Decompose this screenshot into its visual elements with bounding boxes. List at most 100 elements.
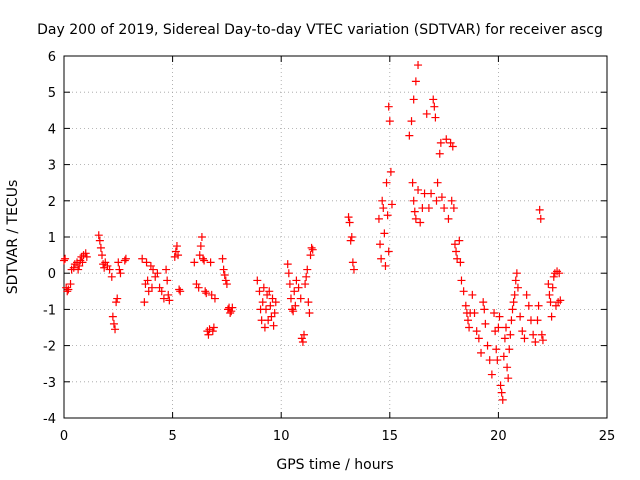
data-point: [174, 251, 183, 260]
axis-ticks: [63, 55, 608, 419]
data-point: [175, 285, 184, 294]
data-point: [547, 312, 556, 321]
data-point: [386, 167, 395, 176]
data-point: [162, 265, 171, 274]
data-point: [165, 296, 174, 305]
x-tick-label: 15: [382, 429, 399, 444]
data-point: [159, 294, 168, 303]
data-point: [452, 247, 461, 256]
data-point: [408, 178, 417, 187]
data-point: [479, 298, 488, 307]
data-point: [105, 265, 114, 274]
data-point: [202, 289, 211, 298]
data-point: [376, 240, 385, 249]
y-tick-label: 5: [48, 86, 56, 101]
data-point: [513, 283, 522, 292]
data-point: [463, 316, 472, 325]
data-point: [556, 296, 565, 305]
data-point: [447, 196, 456, 205]
data-point: [544, 280, 553, 289]
data-point: [505, 345, 514, 354]
data-point: [98, 251, 107, 260]
data-point: [344, 213, 353, 222]
x-tick-label: 5: [168, 429, 176, 444]
data-point: [538, 336, 547, 345]
data-point: [495, 312, 504, 321]
data-point: [300, 330, 309, 339]
data-point: [222, 280, 231, 289]
data-point: [220, 271, 229, 280]
y-tick-label: -4: [43, 412, 56, 427]
y-tick-label: -3: [43, 376, 56, 391]
data-point: [163, 276, 172, 285]
data-point: [190, 258, 199, 267]
data-point: [410, 207, 419, 216]
data-point: [510, 290, 519, 299]
data-point: [303, 265, 312, 274]
y-tick-label: 0: [48, 267, 56, 282]
data-point: [200, 256, 209, 265]
data-point: [503, 363, 512, 372]
data-point: [459, 287, 468, 296]
data-point: [194, 283, 203, 292]
data-point: [422, 109, 431, 118]
data-point: [270, 309, 279, 318]
data-point: [121, 254, 130, 263]
data-point: [385, 117, 394, 126]
x-axis-title: GPS time / hours: [276, 457, 393, 473]
data-point: [82, 252, 91, 261]
data-point: [96, 243, 105, 252]
data-point: [465, 323, 474, 332]
data-point: [172, 242, 181, 251]
data-point: [535, 205, 544, 214]
data-point: [383, 211, 392, 220]
data-point: [210, 294, 219, 303]
data-point: [407, 117, 416, 126]
data-point: [116, 269, 125, 278]
data-point: [302, 272, 311, 281]
data-point: [487, 370, 496, 379]
data-point: [196, 242, 205, 251]
data-point: [291, 301, 300, 310]
data-point: [377, 254, 386, 263]
data-point: [506, 330, 515, 339]
data-point: [432, 196, 441, 205]
data-point: [259, 283, 268, 292]
data-point: [346, 236, 355, 245]
data-point: [348, 258, 357, 267]
data-point: [269, 321, 278, 330]
data-point: [533, 316, 542, 325]
data-point: [427, 189, 436, 198]
data-point: [449, 204, 458, 213]
data-point: [429, 95, 438, 104]
data-point: [69, 263, 78, 272]
data-point: [112, 298, 121, 307]
data-point: [292, 276, 301, 285]
data-point: [450, 240, 459, 249]
data-point: [548, 283, 557, 292]
data-point: [305, 309, 314, 318]
x-tick-labels: 0 5 10 15 20 25: [60, 429, 615, 444]
data-point: [60, 256, 68, 265]
data-point: [176, 287, 185, 296]
data-point: [416, 218, 425, 227]
data-point: [405, 131, 414, 140]
data-point: [387, 200, 396, 209]
data-point: [378, 196, 387, 205]
data-point: [114, 258, 123, 267]
data-point: [271, 298, 280, 307]
x-tick-label: 0: [60, 429, 68, 444]
data-point: [296, 294, 305, 303]
data-point: [290, 287, 299, 296]
x-tick-label: 25: [599, 429, 616, 444]
data-point: [522, 290, 531, 299]
data-point: [461, 301, 470, 310]
data-point: [435, 149, 444, 158]
data-points: [60, 61, 565, 404]
data-point: [529, 330, 538, 339]
data-point: [430, 102, 439, 111]
data-point: [516, 312, 525, 321]
y-tick-label: 4: [48, 122, 56, 137]
data-point: [518, 327, 527, 336]
data-point: [294, 283, 303, 292]
